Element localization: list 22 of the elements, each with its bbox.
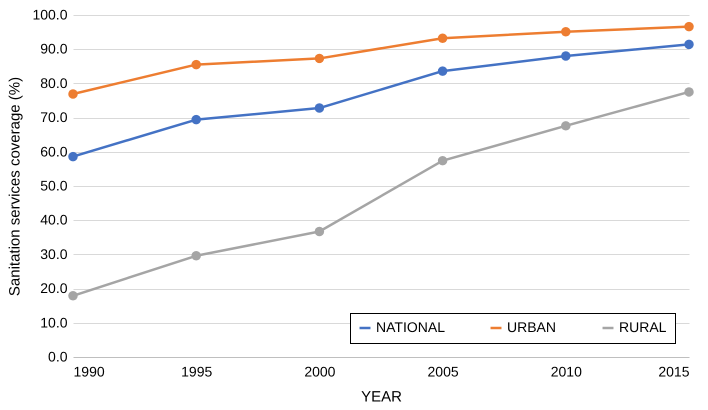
y-tick-label: 0.0 <box>48 348 68 364</box>
y-tick-label: 40.0 <box>40 212 68 228</box>
x-tick-label: 2015 <box>658 364 690 380</box>
x-tick-label: 2010 <box>550 364 582 380</box>
y-tick-label: 10.0 <box>40 314 68 330</box>
x-tick-label: 2005 <box>428 364 459 380</box>
legend-label: NATIONAL <box>376 319 446 335</box>
y-tick-label: 80.0 <box>40 74 68 91</box>
y-tick-label: 100.0 <box>32 6 68 22</box>
legend-label: URBAN <box>507 319 556 335</box>
x-tick-label: 1995 <box>181 364 212 380</box>
y-tick-label: 90.0 <box>40 40 68 57</box>
y-tick-label: 70.0 <box>40 109 68 126</box>
x-tick-label: 1990 <box>74 364 105 380</box>
legend-label: RURAL <box>619 319 667 335</box>
x-axis-title: YEAR <box>361 388 402 406</box>
y-tick-label: 20.0 <box>40 280 68 296</box>
y-axis-title: Sanitation services coverage (%) <box>6 76 24 296</box>
x-tick-label: 2000 <box>304 364 336 380</box>
y-tick-label: 50.0 <box>40 178 68 194</box>
y-tick-label: 60.0 <box>40 143 68 160</box>
y-tick-label: 30.0 <box>40 246 68 262</box>
